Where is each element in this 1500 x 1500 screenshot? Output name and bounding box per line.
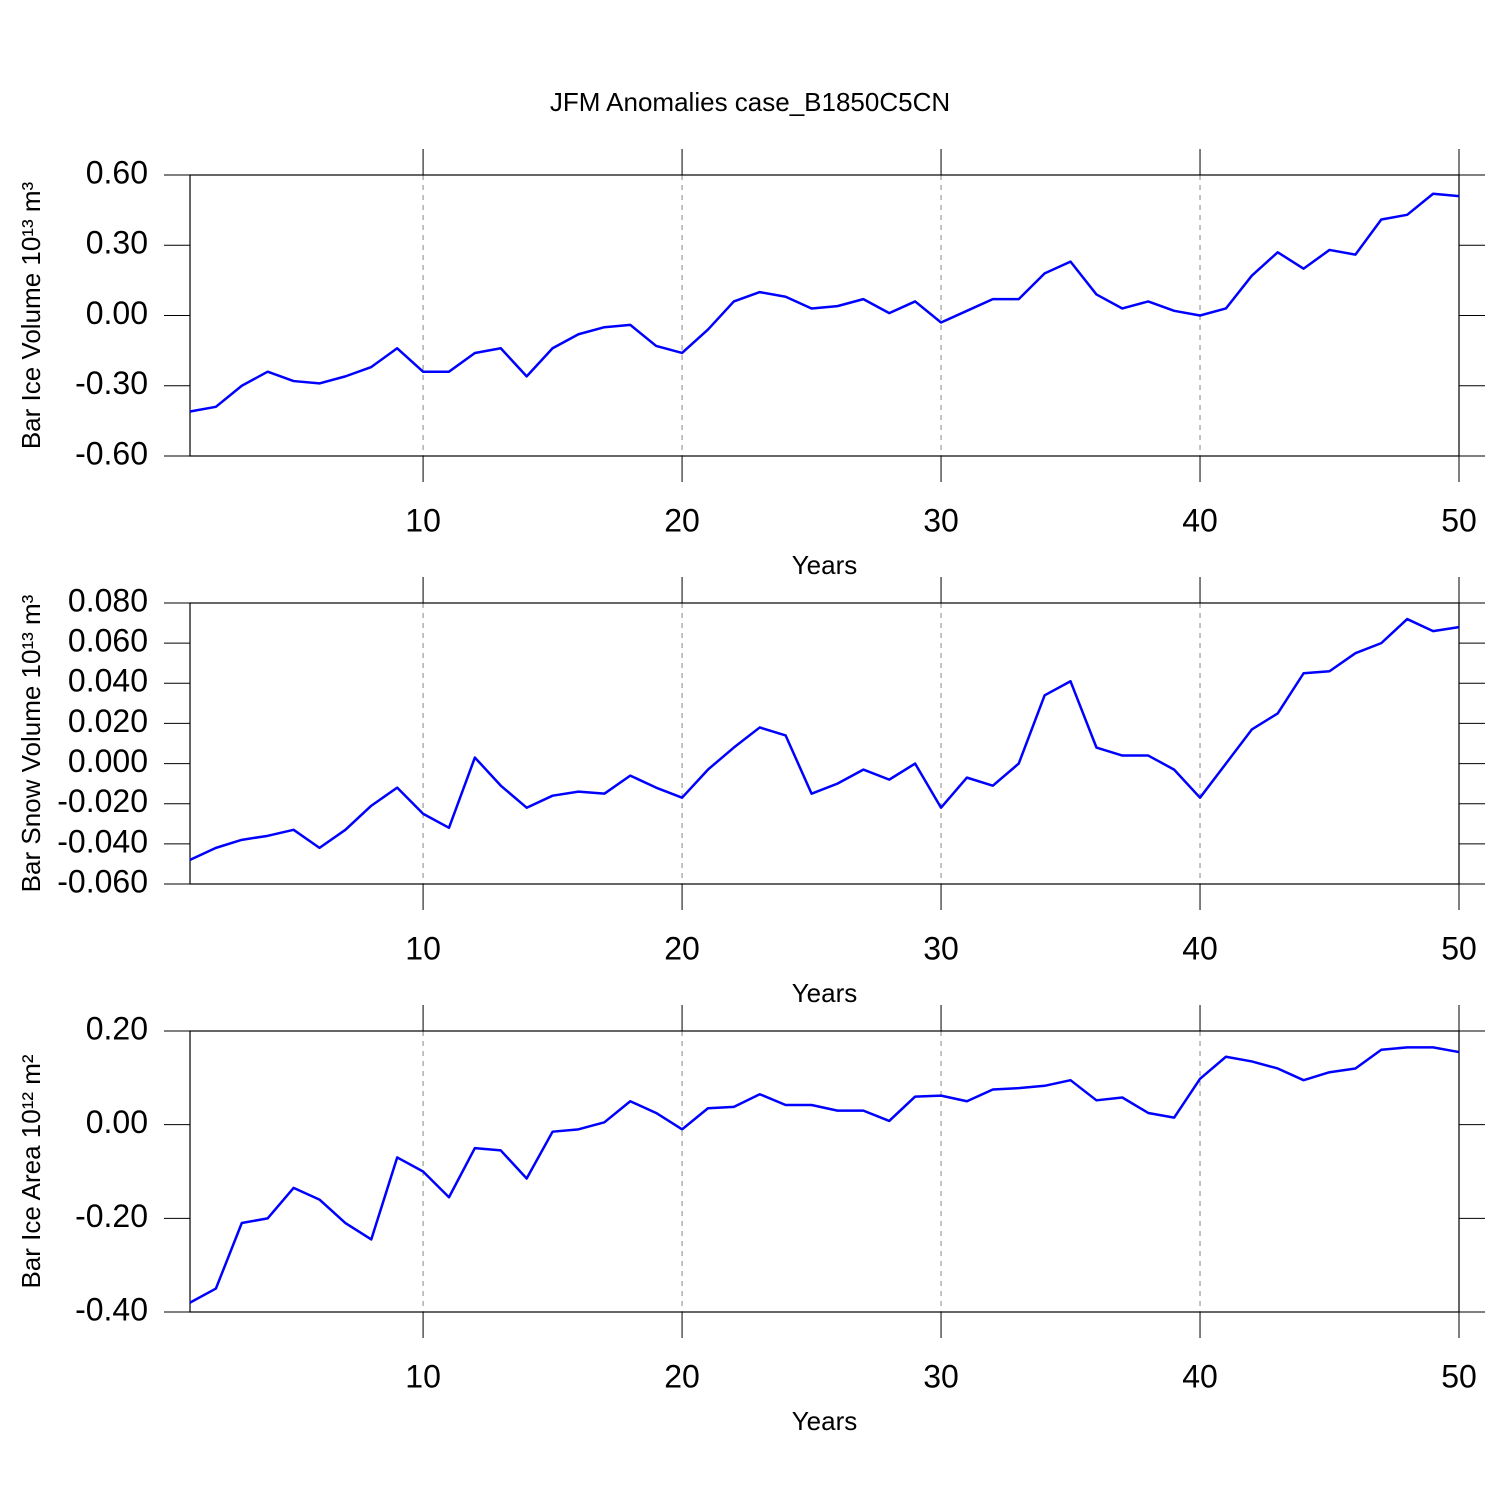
y-tick-label: -0.060 xyxy=(57,863,148,899)
data-line xyxy=(189,1046,1460,1304)
data-line xyxy=(189,617,1460,862)
x-axis-label: Years xyxy=(792,978,858,1008)
x-tick-label: 20 xyxy=(664,930,700,966)
x-tick-label: 40 xyxy=(1182,502,1218,538)
chart-title: JFM Anomalies case_B1850C5CN xyxy=(550,87,950,117)
y-tick-label: 0.60 xyxy=(86,154,148,190)
x-axis-label: Years xyxy=(792,550,858,580)
x-tick-label: 50 xyxy=(1441,930,1477,966)
x-tick-label: 10 xyxy=(405,1358,441,1394)
x-tick-label: 20 xyxy=(664,502,700,538)
y-tick-label: 0.080 xyxy=(68,582,148,618)
x-tick-label: 30 xyxy=(923,930,959,966)
y-axis-label: Bar Snow Volume 10¹³ m³ xyxy=(16,594,46,892)
y-tick-label: -0.040 xyxy=(57,823,148,859)
plot-frame xyxy=(189,174,1460,457)
data-line xyxy=(189,192,1460,413)
y-tick-label: 0.060 xyxy=(68,623,148,659)
x-axis-label: Years xyxy=(792,1406,858,1436)
y-axis-label: Bar Ice Volume 10¹³ m³ xyxy=(16,182,46,450)
y-tick-label: 0.00 xyxy=(86,295,148,331)
y-tick-label: 0.040 xyxy=(68,663,148,699)
plot-frame xyxy=(189,1030,1460,1313)
y-tick-label: 0.020 xyxy=(68,703,148,739)
x-tick-label: 50 xyxy=(1441,1358,1477,1394)
y-tick-label: -0.020 xyxy=(57,783,148,819)
y-tick-label: -0.40 xyxy=(75,1291,148,1327)
y-axis-label: Bar Ice Area 10¹² m² xyxy=(16,1054,46,1288)
y-tick-label: 0.00 xyxy=(86,1104,148,1140)
y-tick-label: 0.20 xyxy=(86,1010,148,1046)
x-tick-label: 40 xyxy=(1182,930,1218,966)
y-tick-label: 0.30 xyxy=(86,225,148,261)
x-tick-label: 10 xyxy=(405,930,441,966)
x-tick-label: 30 xyxy=(923,1358,959,1394)
y-tick-label: 0.000 xyxy=(68,743,148,779)
x-tick-label: 10 xyxy=(405,502,441,538)
x-tick-label: 30 xyxy=(923,502,959,538)
y-tick-label: -0.60 xyxy=(75,435,148,471)
x-tick-label: 40 xyxy=(1182,1358,1218,1394)
y-tick-label: -0.30 xyxy=(75,365,148,401)
y-tick-label: -0.20 xyxy=(75,1198,148,1234)
x-tick-label: 20 xyxy=(664,1358,700,1394)
plot-frame xyxy=(189,602,1460,885)
x-tick-label: 50 xyxy=(1441,502,1477,538)
